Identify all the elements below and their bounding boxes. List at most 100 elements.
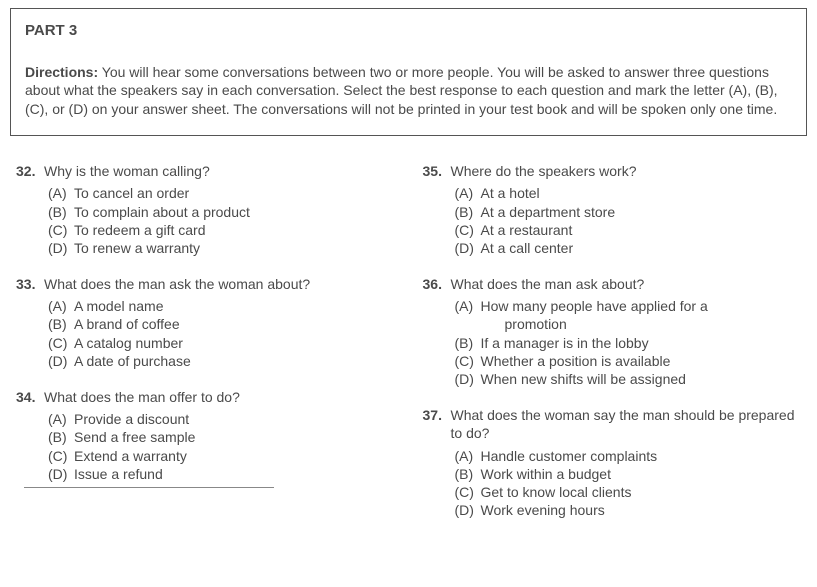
option-a[interactable]: (A)Provide a discount bbox=[48, 410, 395, 428]
question-stem: Why is the woman calling? bbox=[44, 162, 395, 180]
option-text: Work within a budget bbox=[481, 465, 802, 483]
option-letter: (D) bbox=[455, 239, 481, 257]
left-column: 32. Why is the woman calling? (A)To canc… bbox=[16, 162, 415, 537]
option-d[interactable]: (D)To renew a warranty bbox=[48, 239, 395, 257]
question-stem: What does the man offer to do? bbox=[44, 388, 395, 406]
question-number: 32. bbox=[16, 162, 44, 180]
option-letter: (C) bbox=[48, 447, 74, 465]
option-text: Whether a position is available bbox=[481, 352, 802, 370]
option-a[interactable]: (A)How many people have applied for a bbox=[455, 297, 802, 315]
option-d[interactable]: (D)Work evening hours bbox=[455, 501, 802, 519]
option-text: If a manager is in the lobby bbox=[481, 334, 802, 352]
directions-label: Directions: bbox=[25, 64, 98, 80]
option-text: When new shifts will be assigned bbox=[481, 370, 802, 388]
option-letter: (A) bbox=[48, 297, 74, 315]
question-32: 32. Why is the woman calling? (A)To canc… bbox=[16, 162, 395, 257]
option-a[interactable]: (A)A model name bbox=[48, 297, 395, 315]
directions-paragraph: Directions: You will hear some conversat… bbox=[25, 63, 792, 120]
page: PART 3 Directions: You will hear some co… bbox=[0, 0, 817, 537]
option-d[interactable]: (D)A date of purchase bbox=[48, 352, 395, 370]
option-text: To cancel an order bbox=[74, 184, 395, 202]
option-a-cont: promotion bbox=[455, 315, 802, 333]
option-text: At a department store bbox=[481, 203, 802, 221]
options-list: (A)Handle customer complaints (B)Work wi… bbox=[423, 447, 802, 520]
option-c[interactable]: (C)A catalog number bbox=[48, 334, 395, 352]
option-letter: (B) bbox=[48, 428, 74, 446]
option-c[interactable]: (C)Get to know local clients bbox=[455, 483, 802, 501]
options-list: (A)At a hotel (B)At a department store (… bbox=[423, 184, 802, 257]
option-letter: (A) bbox=[48, 410, 74, 428]
option-text: Extend a warranty bbox=[74, 447, 395, 465]
option-text: Handle customer complaints bbox=[481, 447, 802, 465]
option-b[interactable]: (B)If a manager is in the lobby bbox=[455, 334, 802, 352]
option-text: To redeem a gift card bbox=[74, 221, 395, 239]
option-letter: (C) bbox=[455, 221, 481, 239]
option-text: A brand of coffee bbox=[74, 315, 395, 333]
option-letter: (C) bbox=[48, 221, 74, 239]
option-text-continuation: promotion bbox=[481, 315, 802, 333]
option-text: A catalog number bbox=[74, 334, 395, 352]
option-text: At a call center bbox=[481, 239, 802, 257]
question-37: 37. What does the woman say the man shou… bbox=[423, 406, 802, 519]
option-a[interactable]: (A)At a hotel bbox=[455, 184, 802, 202]
option-letter: (C) bbox=[48, 334, 74, 352]
option-c[interactable]: (C)Extend a warranty bbox=[48, 447, 395, 465]
question-number: 33. bbox=[16, 275, 44, 293]
option-text: At a restaurant bbox=[481, 221, 802, 239]
options-list: (A)To cancel an order (B)To complain abo… bbox=[16, 184, 395, 257]
option-letter: (C) bbox=[455, 352, 481, 370]
option-b[interactable]: (B)To complain about a product bbox=[48, 203, 395, 221]
option-letter: (D) bbox=[455, 501, 481, 519]
option-letter: (A) bbox=[455, 447, 481, 465]
question-34: 34. What does the man offer to do? (A)Pr… bbox=[16, 388, 395, 488]
option-text: To renew a warranty bbox=[74, 239, 395, 257]
right-column: 35. Where do the speakers work? (A)At a … bbox=[415, 162, 802, 537]
option-c[interactable]: (C)Whether a position is available bbox=[455, 352, 802, 370]
question-stem: What does the woman say the man should b… bbox=[451, 406, 802, 442]
question-number: 37. bbox=[423, 406, 451, 442]
question-35: 35. Where do the speakers work? (A)At a … bbox=[423, 162, 802, 257]
directions-body: You will hear some conversations between… bbox=[25, 64, 778, 118]
option-text: How many people have applied for a bbox=[481, 297, 802, 315]
option-b[interactable]: (B)Send a free sample bbox=[48, 428, 395, 446]
option-text: Send a free sample bbox=[74, 428, 395, 446]
options-list: (A)How many people have applied for a pr… bbox=[423, 297, 802, 388]
option-letter: (A) bbox=[48, 184, 74, 202]
option-text: Get to know local clients bbox=[481, 483, 802, 501]
question-stem: What does the man ask about? bbox=[451, 275, 802, 293]
option-letter: (C) bbox=[455, 483, 481, 501]
option-d[interactable]: (D)When new shifts will be assigned bbox=[455, 370, 802, 388]
question-number: 36. bbox=[423, 275, 451, 293]
question-stem: Where do the speakers work? bbox=[451, 162, 802, 180]
option-c[interactable]: (C)At a restaurant bbox=[455, 221, 802, 239]
option-letter: (B) bbox=[48, 315, 74, 333]
question-number: 34. bbox=[16, 388, 44, 406]
options-list: (A)A model name (B)A brand of coffee (C)… bbox=[16, 297, 395, 370]
option-letter: (B) bbox=[455, 334, 481, 352]
option-letter: (D) bbox=[48, 239, 74, 257]
option-a[interactable]: (A)Handle customer complaints bbox=[455, 447, 802, 465]
option-d[interactable]: (D)At a call center bbox=[455, 239, 802, 257]
option-letter: (D) bbox=[48, 352, 74, 370]
option-d[interactable]: (D)Issue a refund bbox=[48, 465, 395, 483]
option-text: At a hotel bbox=[481, 184, 802, 202]
option-letter: (D) bbox=[455, 370, 481, 388]
option-b[interactable]: (B)A brand of coffee bbox=[48, 315, 395, 333]
option-letter: (D) bbox=[48, 465, 74, 483]
option-letter: (B) bbox=[455, 203, 481, 221]
option-text: Provide a discount bbox=[74, 410, 395, 428]
part-title: PART 3 bbox=[25, 21, 792, 41]
questions-columns: 32. Why is the woman calling? (A)To canc… bbox=[10, 162, 807, 537]
question-36: 36. What does the man ask about? (A)How … bbox=[423, 275, 802, 388]
option-letter: (A) bbox=[455, 184, 481, 202]
option-b[interactable]: (B)Work within a budget bbox=[455, 465, 802, 483]
instructions-box: PART 3 Directions: You will hear some co… bbox=[10, 8, 807, 136]
option-b[interactable]: (B)At a department store bbox=[455, 203, 802, 221]
option-c[interactable]: (C)To redeem a gift card bbox=[48, 221, 395, 239]
question-number: 35. bbox=[423, 162, 451, 180]
option-text: A date of purchase bbox=[74, 352, 395, 370]
option-text: A model name bbox=[74, 297, 395, 315]
option-letter: (B) bbox=[48, 203, 74, 221]
option-a[interactable]: (A)To cancel an order bbox=[48, 184, 395, 202]
option-letter: (B) bbox=[455, 465, 481, 483]
